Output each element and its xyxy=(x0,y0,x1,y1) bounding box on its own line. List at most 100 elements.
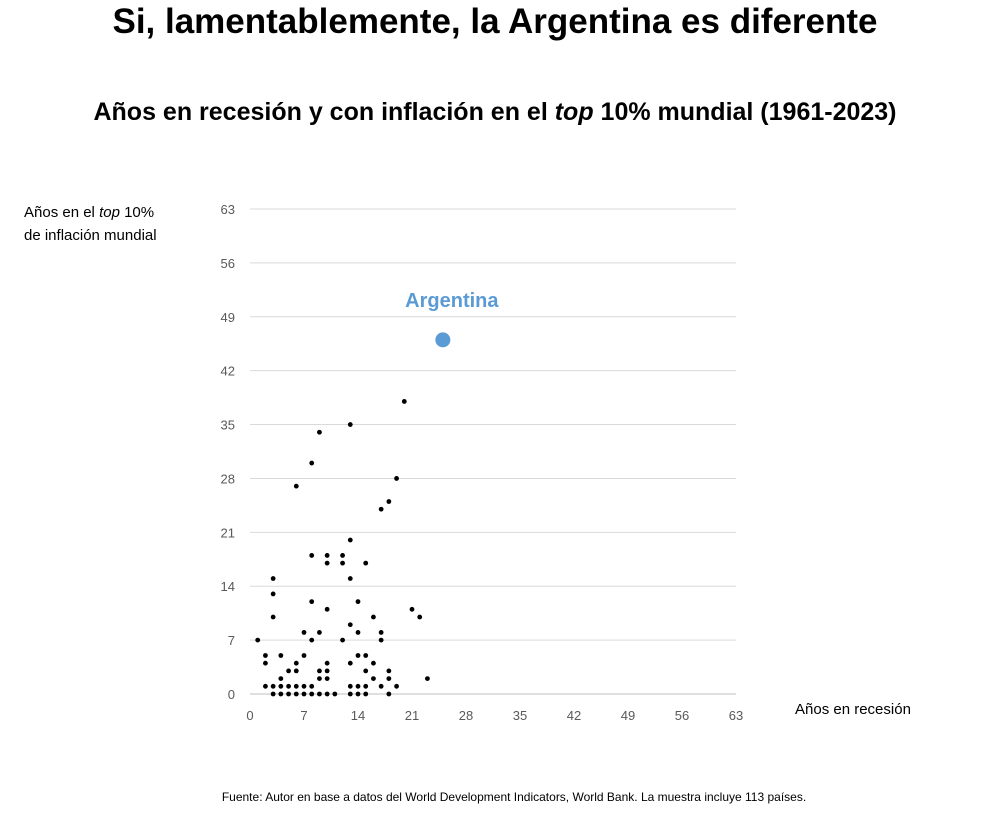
data-point xyxy=(263,683,268,689)
data-point xyxy=(317,691,322,697)
data-point xyxy=(363,691,369,697)
data-point xyxy=(317,630,322,635)
data-point xyxy=(255,637,261,643)
x-tick-label: 7 xyxy=(300,708,307,723)
y-tick-label: 14 xyxy=(221,579,235,594)
data-point xyxy=(270,591,276,597)
data-point xyxy=(278,683,284,689)
data-point xyxy=(324,660,330,666)
data-point xyxy=(286,691,291,697)
x-tick-label: 56 xyxy=(675,708,689,723)
source-note: Fuente: Autor en base a datos del World … xyxy=(221,790,807,804)
x-tick-label: 49 xyxy=(621,708,635,723)
data-point xyxy=(301,630,307,635)
data-point xyxy=(270,683,276,689)
data-point xyxy=(309,553,315,558)
data-point xyxy=(363,653,369,658)
data-point xyxy=(286,668,291,674)
data-point xyxy=(378,637,384,643)
data-point xyxy=(278,691,284,697)
data-point xyxy=(309,460,315,466)
data-point xyxy=(394,476,399,481)
data-point xyxy=(378,630,384,635)
y-tick-label: 0 xyxy=(228,687,235,702)
y-axis-label-end: 10% xyxy=(119,204,155,221)
data-point xyxy=(270,691,276,697)
data-point xyxy=(347,683,353,689)
y-axis-label-start: Años en el xyxy=(24,204,100,221)
data-point xyxy=(355,691,361,697)
data-point xyxy=(355,599,361,605)
data-point xyxy=(386,676,392,682)
y-tick-label: 28 xyxy=(221,471,235,486)
argentina-point xyxy=(435,332,451,348)
x-axis-label: Años en recesión xyxy=(795,701,911,718)
data-point xyxy=(324,606,330,612)
data-point xyxy=(309,683,315,689)
data-point xyxy=(332,691,338,697)
data-point xyxy=(301,653,307,658)
data-point xyxy=(347,422,353,427)
data-point xyxy=(293,683,299,689)
subtitle-text-end: 10% mundial (1961-2023) xyxy=(593,98,897,126)
data-point xyxy=(363,668,369,674)
data-point xyxy=(293,691,299,697)
data-point xyxy=(324,676,330,682)
subtitle-text-emphasis: top xyxy=(554,98,594,126)
x-tick-label: 28 xyxy=(459,708,473,723)
data-point xyxy=(347,537,353,543)
x-tick-label: 14 xyxy=(351,708,365,723)
x-tick-label: 63 xyxy=(729,708,743,723)
data-point xyxy=(386,691,392,697)
data-point xyxy=(270,614,276,620)
data-point xyxy=(278,676,284,682)
data-point xyxy=(378,506,384,512)
data-point xyxy=(340,637,345,643)
data-point xyxy=(347,622,353,628)
data-point xyxy=(270,576,276,581)
y-tick-label: 63 xyxy=(221,202,235,217)
data-point xyxy=(347,691,353,697)
data-point xyxy=(324,668,330,674)
data-point xyxy=(309,599,315,605)
x-tick-label: 21 xyxy=(405,708,419,723)
y-tick-label: 21 xyxy=(221,525,235,540)
data-point xyxy=(317,429,322,435)
data-point xyxy=(425,676,430,682)
data-point xyxy=(301,691,307,697)
data-point xyxy=(394,683,399,689)
data-point xyxy=(317,676,322,682)
y-tick-label: 49 xyxy=(221,310,235,325)
data-point xyxy=(371,614,376,620)
data-point xyxy=(371,676,376,682)
data-point xyxy=(309,691,315,697)
x-tick-label: 42 xyxy=(567,708,581,723)
y-tick-label: 56 xyxy=(221,256,235,271)
data-point xyxy=(340,553,345,558)
data-point xyxy=(309,637,315,643)
y-tick-label: 42 xyxy=(221,364,235,379)
chart-subtitle: Años en recesión y con inflación en el t… xyxy=(0,98,990,127)
y-tick-label: 7 xyxy=(228,633,235,648)
data-point xyxy=(401,399,407,404)
chart-title: Si, lamentablemente, la Argentina es dif… xyxy=(112,2,878,41)
x-tick-label: 0 xyxy=(246,708,253,723)
subtitle-text-start: Años en recesión y con inflación en el xyxy=(93,98,555,126)
data-point xyxy=(378,683,384,689)
data-point xyxy=(347,576,353,581)
data-point xyxy=(340,560,345,566)
data-point xyxy=(355,630,361,635)
data-point xyxy=(317,668,322,674)
data-point xyxy=(324,691,330,697)
data-point xyxy=(293,483,299,489)
data-point xyxy=(286,683,291,689)
data-point xyxy=(371,660,376,666)
data-point xyxy=(263,660,268,666)
y-axis-label-emphasis: top xyxy=(99,204,120,221)
y-axis-label: Años en el top 10% de inflación mundial xyxy=(24,201,204,247)
data-point xyxy=(324,553,330,558)
data-point xyxy=(278,653,284,658)
data-point xyxy=(363,560,369,566)
argentina-label: Argentina xyxy=(405,290,499,312)
